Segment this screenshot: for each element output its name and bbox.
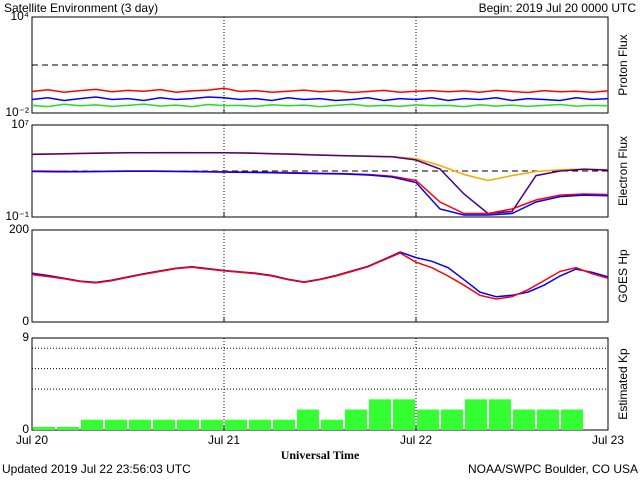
kp-bar	[81, 419, 103, 430]
kp-bar	[105, 419, 127, 430]
kp-bar	[465, 399, 487, 430]
kp-bar	[393, 399, 415, 430]
kp-bar	[273, 419, 295, 430]
x-tick-label: Jul 20	[16, 433, 48, 447]
panel-frame	[31, 337, 609, 431]
kp-bar	[345, 409, 367, 430]
y-axis-label: Proton Flux	[616, 34, 630, 95]
series-line	[31, 87, 609, 94]
y-axis-label: Electron Flux	[616, 136, 630, 206]
updated-time: Updated 2019 Jul 22 23:56:03 UTC	[2, 462, 191, 476]
series-line	[31, 103, 609, 108]
y-axis-label: GOES Hp	[616, 249, 630, 303]
kp-bar	[561, 409, 583, 430]
y-tick-label: 0	[22, 314, 29, 328]
kp-bar	[57, 426, 79, 430]
credit: NOAA/SWPC Boulder, CO USA	[468, 462, 638, 476]
x-tick-label: Jul 21	[208, 433, 240, 447]
series-line	[31, 96, 609, 102]
series-line	[31, 170, 609, 216]
series-line	[31, 252, 609, 300]
y-axis-label: Estimated Kp	[616, 348, 630, 420]
y-tick-label: 9	[22, 330, 29, 344]
series-line	[31, 151, 609, 215]
kp-bar	[177, 419, 199, 430]
kp-bar	[321, 419, 343, 430]
kp-bar	[441, 409, 463, 430]
title: Satellite Environment (3 day)	[4, 1, 158, 15]
x-tick-label: Jul 23	[592, 433, 624, 447]
x-axis-label: Universal Time	[281, 448, 360, 462]
y-tick-label: 10⁻¹	[5, 209, 29, 223]
kp-bar	[513, 409, 535, 430]
kp-bar	[153, 419, 175, 430]
y-tick-label: 0	[22, 422, 29, 436]
kp-bar	[249, 419, 271, 430]
kp-bar	[129, 419, 151, 430]
kp-bar	[369, 399, 391, 430]
kp-bar	[201, 419, 223, 430]
kp-bar	[417, 409, 439, 430]
x-tick-label: Jul 22	[400, 433, 432, 447]
y-tick-label: 200	[9, 222, 29, 236]
y-tick-label: 10⁷	[11, 117, 29, 131]
begin-time: Begin: 2019 Jul 20 0000 UTC	[479, 1, 637, 15]
kp-bar	[33, 426, 55, 430]
y-tick-label: 10⁻²	[5, 105, 29, 119]
kp-bar	[537, 409, 559, 430]
kp-bar	[489, 399, 511, 430]
panel-frame	[31, 229, 609, 323]
y-tick-label: 10⁴	[10, 9, 29, 23]
kp-bar	[297, 409, 319, 430]
kp-bar	[225, 419, 247, 430]
